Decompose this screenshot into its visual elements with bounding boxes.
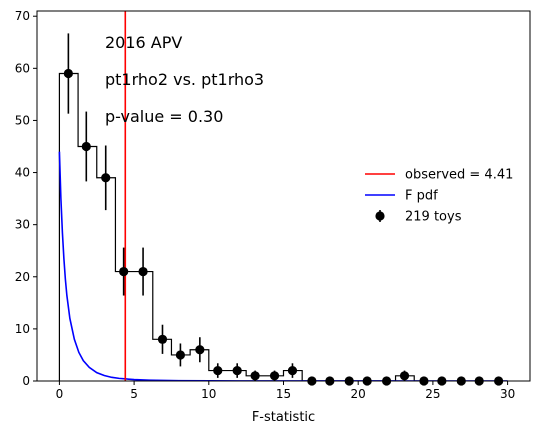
legend-label-observed: observed = 4.41 [405, 168, 513, 183]
toy-point [232, 365, 242, 376]
x-axis-label: F-statistic [252, 410, 315, 425]
annotations: 2016 APV pt1rho2 vs. pt1rho3 p-value = 0… [105, 33, 315, 425]
y-tick-label: 50 [15, 113, 30, 127]
x-tick-label: 30 [500, 387, 515, 401]
plot-clip-group [58, 11, 508, 381]
histogram-outline [58, 72, 508, 381]
y-tick-label: 10 [15, 322, 30, 336]
toy-point [399, 371, 410, 381]
x-tick-label: 0 [56, 387, 64, 401]
x-tick-label: 15 [276, 387, 291, 401]
f-pdf-curve [58, 151, 508, 381]
annotation-comparison: pt1rho2 vs. pt1rho3 [105, 70, 264, 89]
annotation-p-value: p-value = 0.30 [105, 107, 223, 126]
y-tick-label: 0 [22, 374, 30, 388]
legend-label-f-pdf: F pdf [405, 189, 438, 204]
axes: 0 5 10 15 20 25 30 0 10 20 30 40 50 60 70 [15, 9, 531, 401]
y-tick-label: 40 [15, 166, 30, 180]
toy-point [101, 173, 111, 183]
toy-point [119, 266, 129, 277]
toy-point [138, 266, 148, 277]
toy-point [175, 350, 186, 360]
toy-point [157, 334, 168, 344]
y-tick-label: 20 [15, 270, 30, 284]
toy-point [63, 68, 73, 79]
legend-swatch-toys-marker [375, 211, 385, 221]
toy-point [195, 345, 205, 355]
axes-frame [36, 10, 531, 382]
toy-point [81, 141, 91, 152]
toy-point [213, 365, 223, 376]
y-tick-label: 30 [15, 218, 30, 232]
x-tick-label: 10 [201, 387, 216, 401]
plot-area [58, 11, 508, 386]
x-tick-label: 5 [130, 387, 138, 401]
x-tick-label: 25 [425, 387, 440, 401]
y-tick-label: 70 [15, 9, 30, 23]
toy-point [287, 365, 298, 376]
toy-point [269, 371, 280, 381]
legend-label-toys: 219 toys [405, 210, 462, 225]
legend: observed = 4.41 F pdf 219 toys [365, 168, 513, 225]
x-tick-label: 20 [351, 387, 366, 401]
annotation-dataset: 2016 APV [105, 33, 182, 52]
y-tick-label: 60 [15, 61, 30, 75]
toy-point [250, 371, 260, 381]
